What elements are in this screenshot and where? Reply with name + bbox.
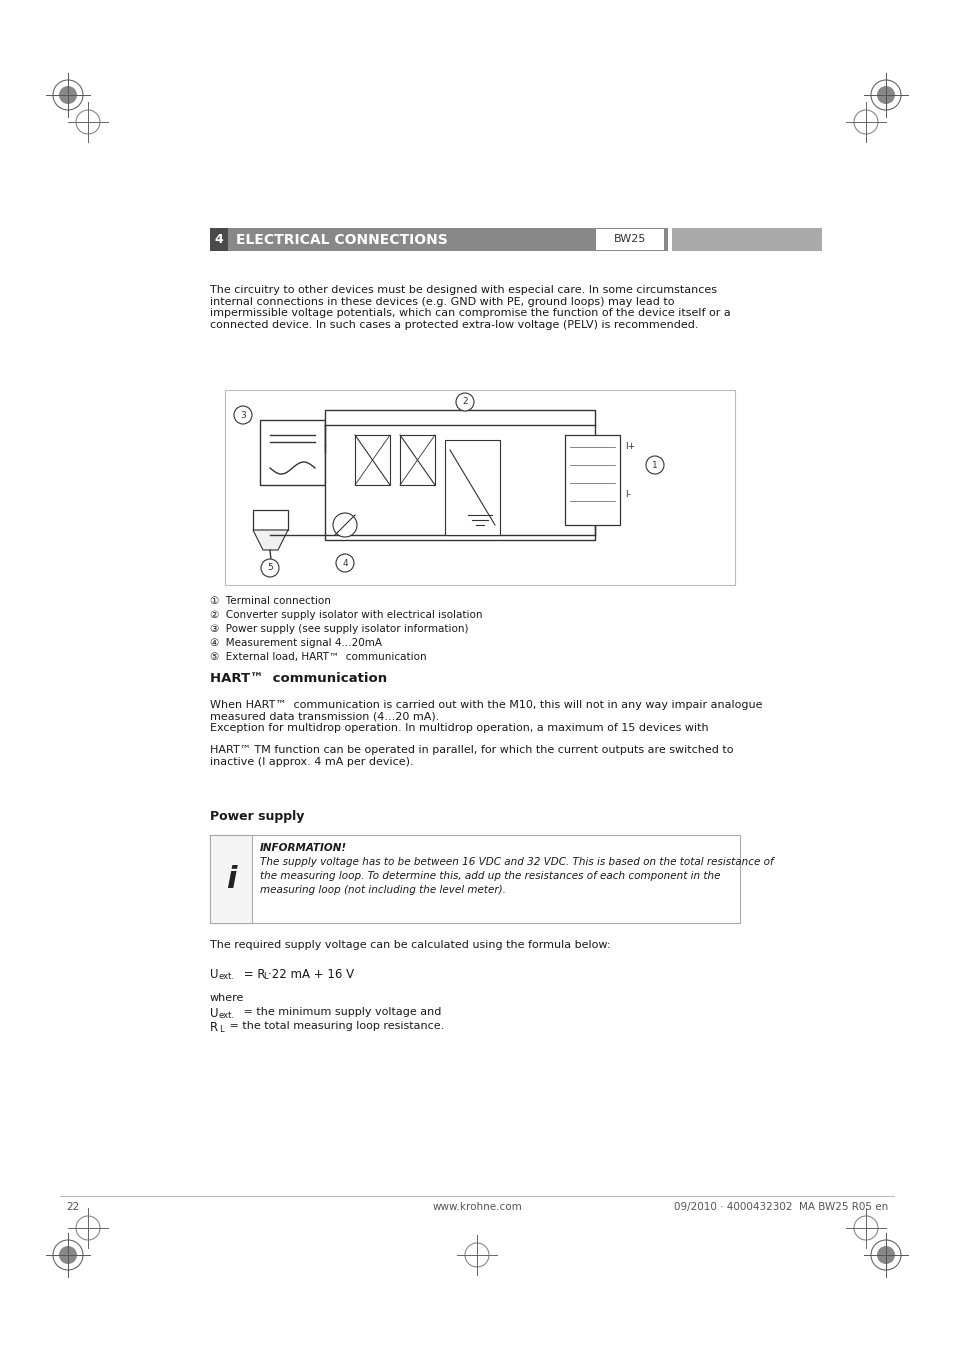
Bar	[399, 435, 435, 485]
Text: HART™ TM function can be operated in parallel, for which the current outputs are: HART™ TM function can be operated in par…	[210, 745, 733, 767]
Text: 1: 1	[652, 460, 658, 470]
Text: ELECTRICAL CONNECTIONS: ELECTRICAL CONNECTIONS	[235, 232, 447, 247]
Bar	[225, 390, 734, 585]
Text: I-: I-	[624, 490, 630, 500]
Circle shape	[333, 513, 356, 537]
Text: www.krohne.com: www.krohne.com	[432, 1202, 521, 1212]
Text: ext.: ext.	[219, 1011, 234, 1021]
Text: Power supply: Power supply	[210, 810, 304, 824]
Bar	[444, 440, 499, 535]
Text: I+: I+	[624, 441, 635, 451]
Text: ①  Terminal connection: ① Terminal connection	[210, 595, 331, 606]
Text: ③  Power supply (see supply isolator information): ③ Power supply (see supply isolator info…	[210, 624, 468, 634]
Circle shape	[261, 559, 278, 576]
Bar	[325, 410, 595, 540]
Text: ②  Converter supply isolator with electrical isolation: ② Converter supply isolator with electri…	[210, 610, 482, 620]
Bar	[253, 510, 288, 531]
Bar	[210, 836, 740, 923]
Text: = the minimum supply voltage and: = the minimum supply voltage and	[240, 1007, 441, 1017]
Text: 3: 3	[240, 410, 246, 420]
Text: INFORMATION!: INFORMATION!	[260, 842, 347, 853]
Text: BW25: BW25	[613, 235, 645, 244]
Text: U: U	[210, 1007, 218, 1021]
Bar	[210, 228, 228, 251]
Text: L: L	[219, 1025, 223, 1034]
Text: The supply voltage has to be between 16 VDC and 32 VDC. This is based on the tot: The supply voltage has to be between 16 …	[260, 857, 773, 895]
Text: HART™  communication: HART™ communication	[210, 672, 387, 684]
Text: The required supply voltage can be calculated using the formula below:: The required supply voltage can be calcu…	[210, 940, 610, 950]
Bar	[260, 420, 325, 485]
Text: 09/2010 · 4000432302  MA BW25 R05 en: 09/2010 · 4000432302 MA BW25 R05 en	[673, 1202, 887, 1212]
Bar	[671, 228, 821, 251]
Bar	[228, 228, 667, 251]
Text: 22: 22	[66, 1202, 79, 1212]
Circle shape	[59, 1246, 77, 1264]
Circle shape	[876, 1246, 894, 1264]
Polygon shape	[253, 531, 288, 549]
Text: 4: 4	[214, 234, 223, 246]
Bar	[210, 836, 252, 923]
Text: ext.: ext.	[219, 972, 234, 981]
Circle shape	[876, 86, 894, 104]
Text: 4: 4	[342, 559, 348, 567]
Circle shape	[645, 456, 663, 474]
Text: 2: 2	[461, 397, 467, 406]
Text: U: U	[210, 968, 218, 981]
Bar	[355, 435, 390, 485]
Text: The circuitry to other devices must be designed with especial care. In some circ: The circuitry to other devices must be d…	[210, 285, 730, 329]
Circle shape	[335, 554, 354, 572]
Text: where: where	[210, 994, 244, 1003]
Text: L: L	[263, 972, 268, 981]
Text: = the total measuring loop resistance.: = the total measuring loop resistance.	[226, 1021, 444, 1031]
Text: ·22 mA + 16 V: ·22 mA + 16 V	[268, 968, 354, 981]
Bar	[596, 230, 663, 250]
Text: i: i	[226, 864, 236, 894]
Bar	[564, 435, 619, 525]
Text: 5: 5	[267, 563, 273, 572]
Text: R: R	[210, 1021, 218, 1034]
Text: ④  Measurement signal 4...20mA: ④ Measurement signal 4...20mA	[210, 639, 381, 648]
Circle shape	[233, 406, 252, 424]
Text: When HART™  communication is carried out with the M10, this will not in any way : When HART™ communication is carried out …	[210, 701, 761, 733]
Circle shape	[456, 393, 474, 410]
Text: = R: = R	[240, 968, 265, 981]
Circle shape	[59, 86, 77, 104]
Text: ⑤  External load, HART™  communication: ⑤ External load, HART™ communication	[210, 652, 426, 662]
